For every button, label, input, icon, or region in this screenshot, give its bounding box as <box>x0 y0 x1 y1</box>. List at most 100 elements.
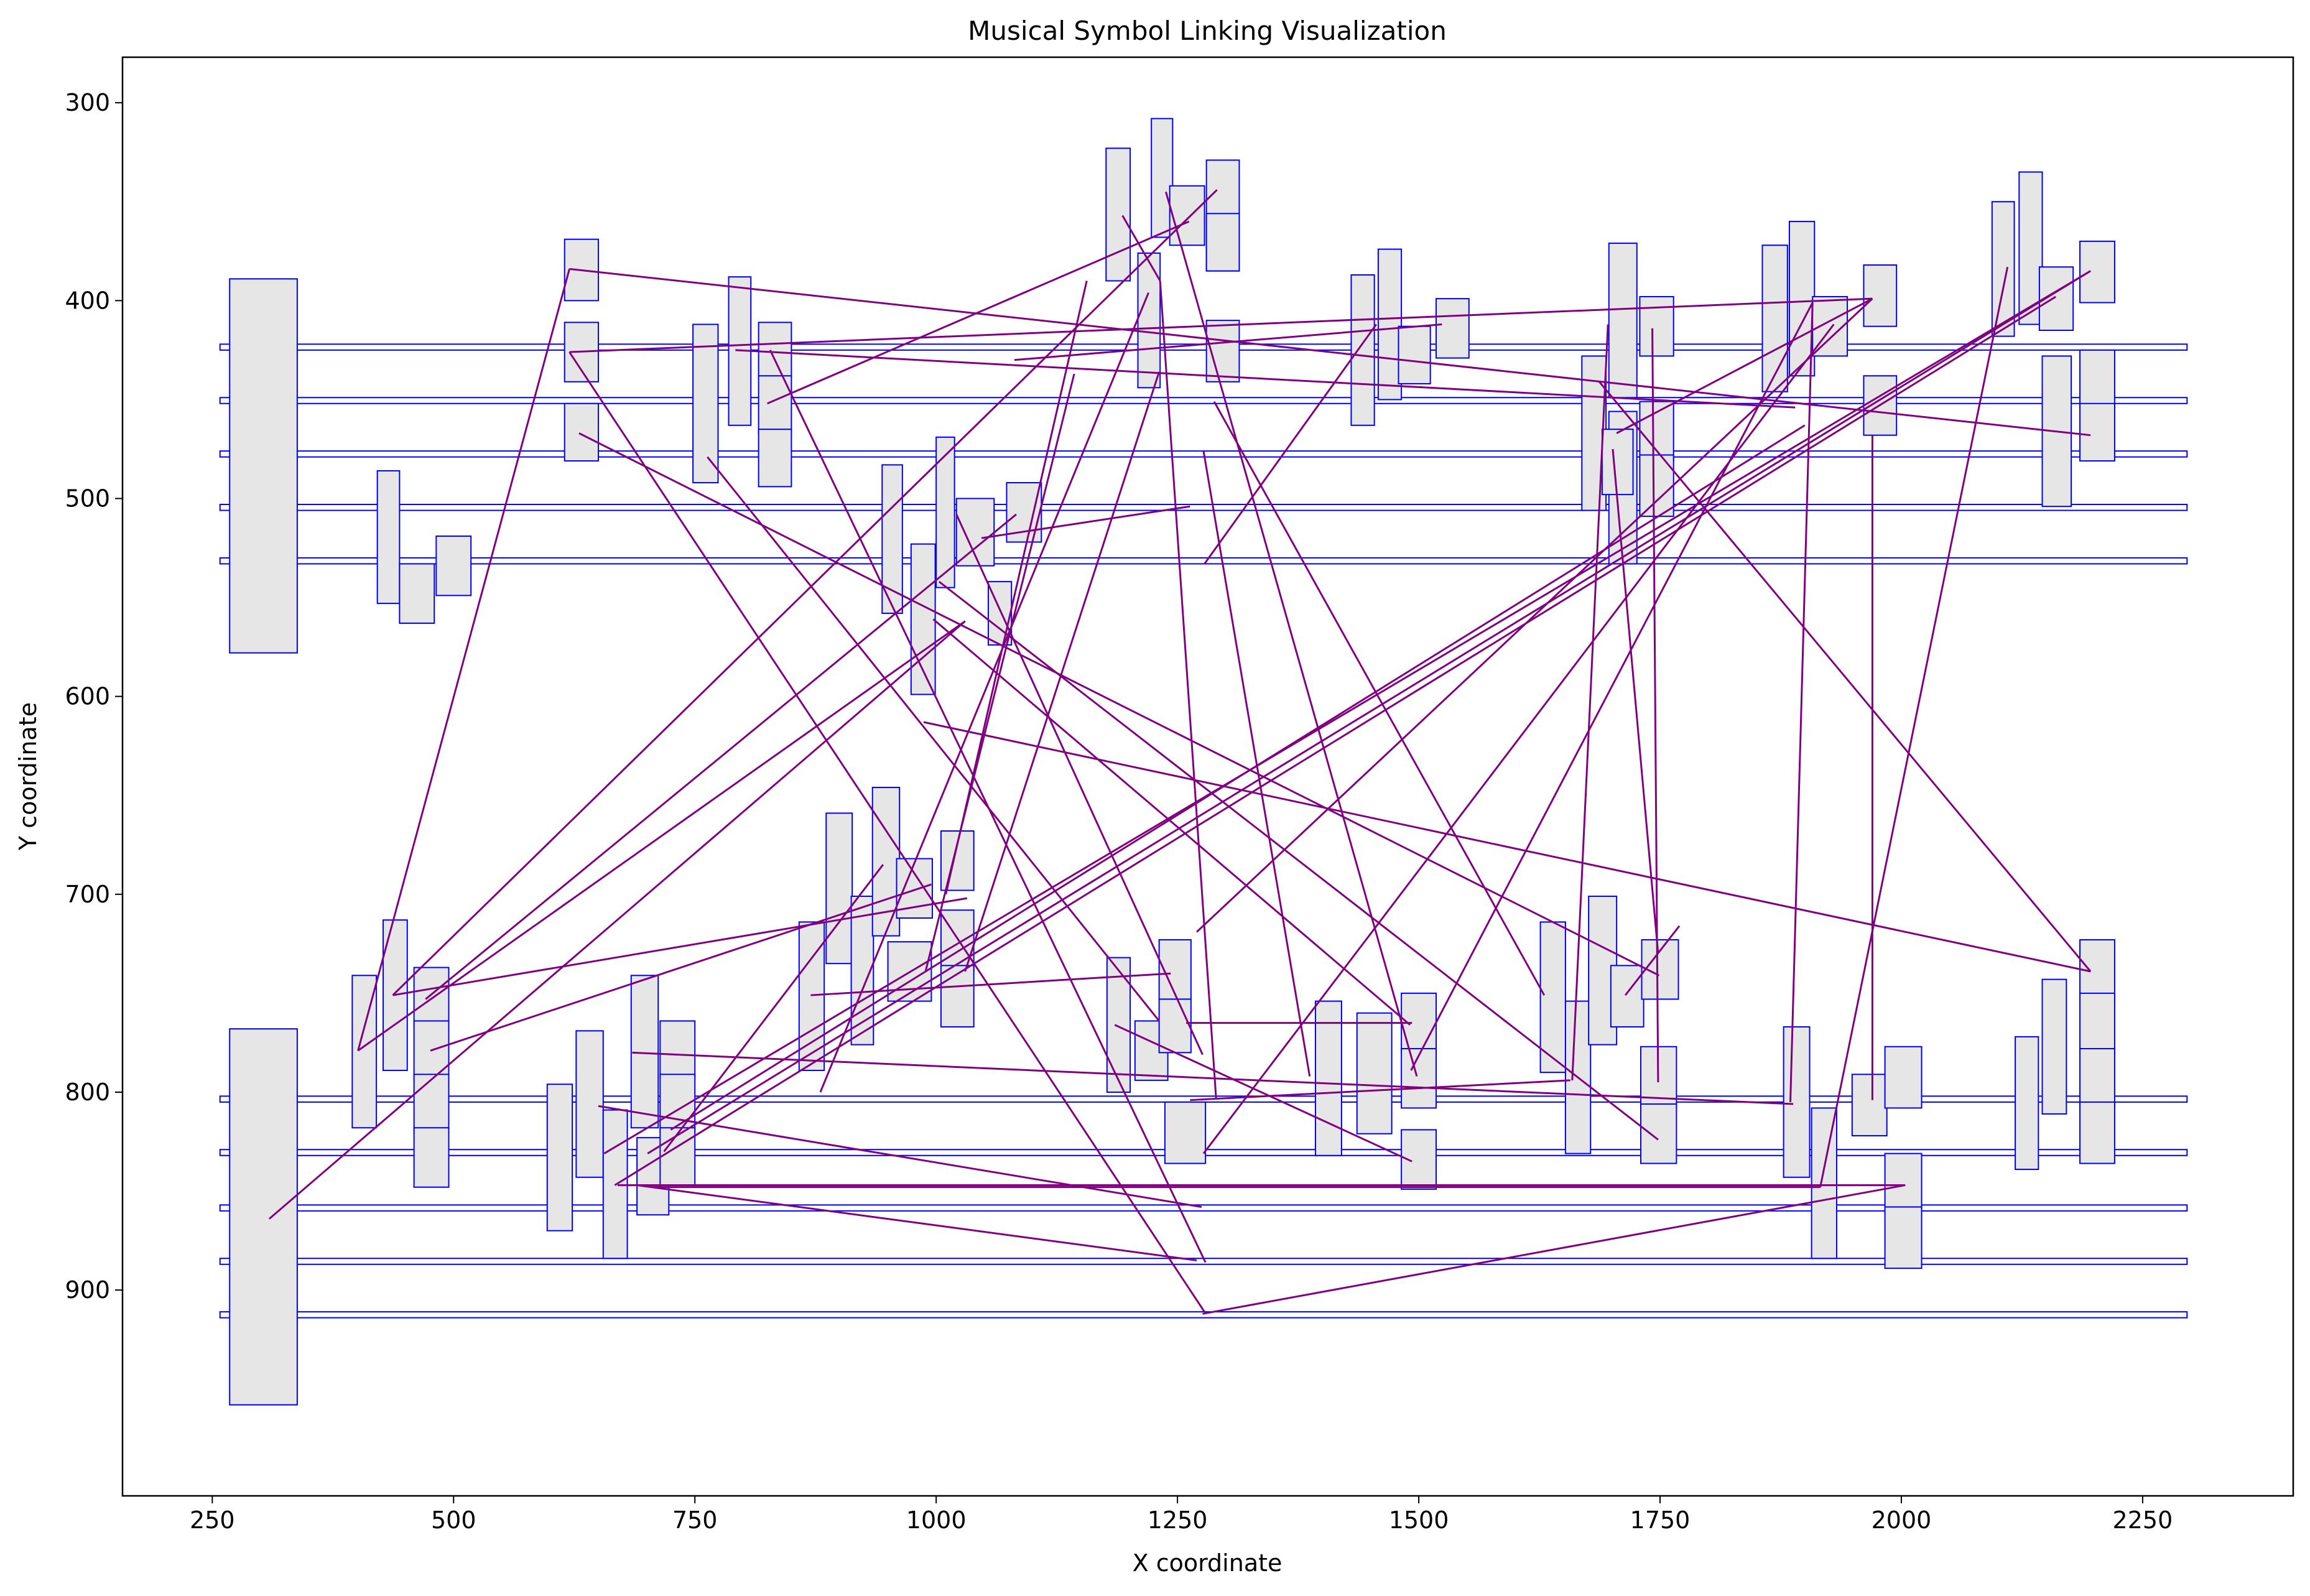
symbol-box <box>659 1127 696 1188</box>
link-line <box>1571 324 1609 1080</box>
symbol-box <box>881 464 903 615</box>
link-line <box>632 1051 1794 1105</box>
y-axis-ticks: 300 400 500 600 700 800 900 <box>65 89 123 1304</box>
link-line <box>955 514 1204 1055</box>
y-tick-label: 400 <box>65 287 110 314</box>
link-line <box>1612 448 1659 954</box>
link-line <box>1202 323 1835 1154</box>
y-tick-label: 600 <box>65 683 110 710</box>
link-line <box>1114 1024 1412 1162</box>
y-tick-label: 900 <box>65 1276 110 1304</box>
symbol-box <box>2079 1047 2115 1109</box>
link-line <box>945 281 1088 895</box>
link-line <box>1598 381 2092 972</box>
x-axis-label: X coordinate <box>1133 1549 1283 1577</box>
symbol-box <box>1158 998 1192 1054</box>
symbol-box <box>564 402 600 462</box>
link-line <box>1202 450 1311 1077</box>
staff-line-box <box>219 557 2188 565</box>
symbol-box <box>1863 264 1898 327</box>
symbol-box <box>910 543 936 695</box>
link-line <box>932 618 1411 1026</box>
symbol-box <box>1539 921 1566 1074</box>
symbol-box <box>758 375 792 434</box>
plot-area <box>219 118 2188 1406</box>
symbol-box <box>1991 201 2015 337</box>
y-tick-label: 700 <box>65 881 110 908</box>
symbol-box <box>1640 1103 1677 1164</box>
link-line <box>1819 266 2009 1187</box>
link-line <box>568 351 1205 1312</box>
link-line <box>1410 302 1814 1071</box>
link-line <box>938 580 1659 1141</box>
symbol-box <box>2079 402 2115 462</box>
symbol-box <box>1436 298 1470 359</box>
symbol-box <box>1639 295 1674 357</box>
symbol-box <box>1601 429 1634 496</box>
x-axis-ticks: 250 500 750 1000 1250 1500 1750 2000 2250 <box>190 1496 2173 1534</box>
link-line <box>569 267 2091 437</box>
symbol-box <box>1315 1000 1342 1156</box>
symbol-box <box>575 1030 604 1178</box>
link-line <box>663 864 884 1153</box>
link-line <box>603 270 2091 1154</box>
symbol-boxes-layer <box>229 118 2115 1406</box>
symbol-box <box>2041 978 2067 1115</box>
staff-line-box <box>219 1204 2188 1212</box>
x-tick-label: 1250 <box>1148 1506 1208 1534</box>
link-line <box>1616 297 1873 434</box>
link-line <box>1190 1079 1570 1102</box>
symbol-box <box>229 278 298 654</box>
staff-line-box <box>219 504 2188 511</box>
symbol-box <box>940 965 975 1028</box>
symbol-box <box>1164 1101 1207 1164</box>
symbol-box <box>1811 1107 1837 1260</box>
link-line <box>1014 323 1442 361</box>
symbol-box <box>2079 1101 2115 1164</box>
link-line <box>647 270 2091 1154</box>
link-line <box>810 972 1171 996</box>
symbol-box <box>758 429 792 488</box>
link-line <box>569 297 1873 353</box>
symbol-box <box>1851 1074 1888 1136</box>
link-line <box>1651 328 1659 1083</box>
symbol-box <box>413 1127 450 1188</box>
symbol-box <box>758 322 792 379</box>
x-tick-label: 2250 <box>2113 1506 2173 1534</box>
symbol-box <box>2079 349 2115 409</box>
symbol-box <box>376 470 401 605</box>
link-line <box>1204 323 1378 565</box>
symbol-box <box>1884 1046 1923 1109</box>
link-line <box>1624 925 1681 996</box>
symbol-box <box>1350 274 1375 426</box>
symbol-box <box>1761 244 1788 392</box>
link-line <box>636 1184 1197 1261</box>
y-tick-label: 500 <box>65 485 110 512</box>
symbol-box <box>1610 965 1644 1028</box>
x-tick-label: 1000 <box>906 1506 967 1534</box>
symbol-box <box>1105 147 1131 282</box>
symbol-box <box>825 812 853 965</box>
symbol-box <box>1106 957 1131 1093</box>
link-line <box>425 513 1017 1000</box>
link-line <box>670 424 1806 1131</box>
x-tick-label: 500 <box>431 1506 476 1534</box>
symbol-box <box>1401 1047 1437 1109</box>
symbol-box <box>1884 1206 1923 1269</box>
symbol-box <box>1377 248 1403 401</box>
link-line <box>1789 302 1814 1102</box>
link-line <box>614 295 2057 1186</box>
link-line <box>1159 281 1217 1098</box>
symbol-box <box>2079 992 2115 1055</box>
link-line <box>357 620 966 1052</box>
link-line <box>767 220 1190 405</box>
staff-line-box <box>219 397 2188 404</box>
symbol-box <box>435 535 472 596</box>
link-line <box>357 269 570 1051</box>
plot-frame <box>121 56 2294 1497</box>
symbol-box <box>2015 1036 2039 1171</box>
chart-title: Musical Symbol Linking Visualization <box>968 16 1447 46</box>
symbol-box <box>692 323 719 484</box>
